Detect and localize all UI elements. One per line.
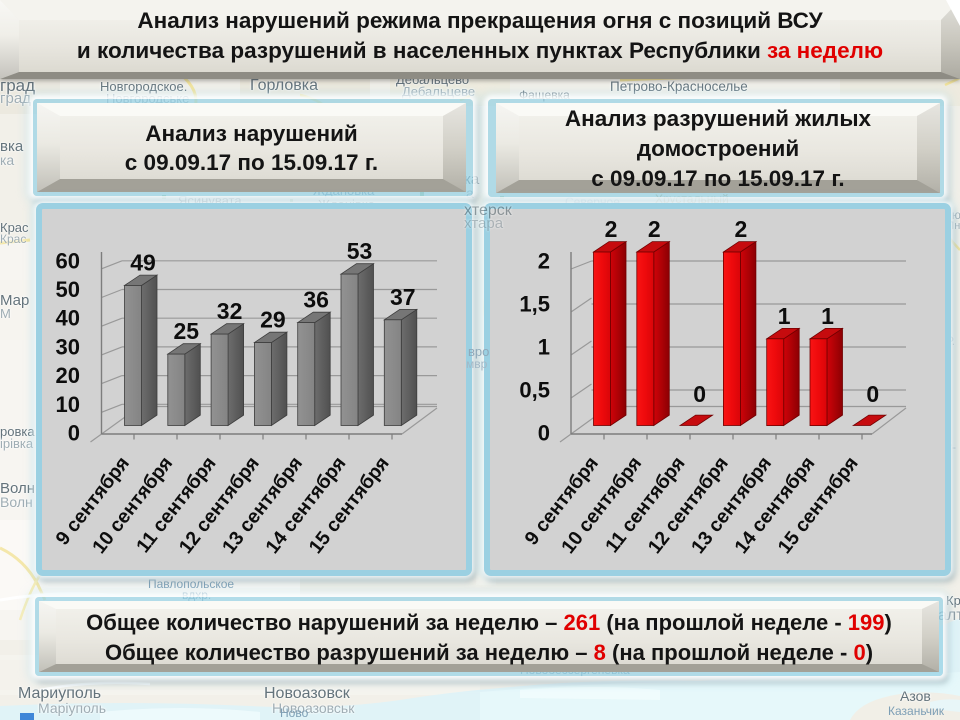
svg-text:0,5: 0,5: [519, 378, 550, 403]
svg-text:1: 1: [538, 335, 550, 360]
svg-text:1,5: 1,5: [519, 292, 550, 317]
svg-text:32: 32: [217, 298, 243, 324]
svg-text:0: 0: [866, 381, 879, 407]
svg-text:53: 53: [347, 238, 373, 264]
svg-text:10: 10: [56, 392, 80, 417]
svg-text:29: 29: [260, 307, 286, 333]
svg-text:1: 1: [821, 303, 834, 329]
svg-text:0: 0: [693, 381, 706, 407]
svg-text:1: 1: [778, 303, 791, 329]
svg-text:40: 40: [56, 306, 80, 331]
svg-text:2: 2: [735, 216, 748, 242]
svg-text:50: 50: [56, 277, 80, 302]
svg-text:0: 0: [538, 421, 550, 446]
svg-text:2: 2: [605, 216, 618, 242]
svg-text:37: 37: [390, 284, 416, 310]
svg-text:36: 36: [303, 287, 329, 313]
svg-text:20: 20: [56, 363, 80, 388]
svg-text:60: 60: [56, 248, 80, 273]
svg-text:0: 0: [68, 421, 80, 446]
svg-text:2: 2: [648, 216, 661, 242]
svg-text:25: 25: [174, 318, 200, 344]
svg-text:49: 49: [130, 250, 156, 276]
svg-text:2: 2: [538, 249, 550, 274]
svg-text:30: 30: [56, 334, 80, 359]
